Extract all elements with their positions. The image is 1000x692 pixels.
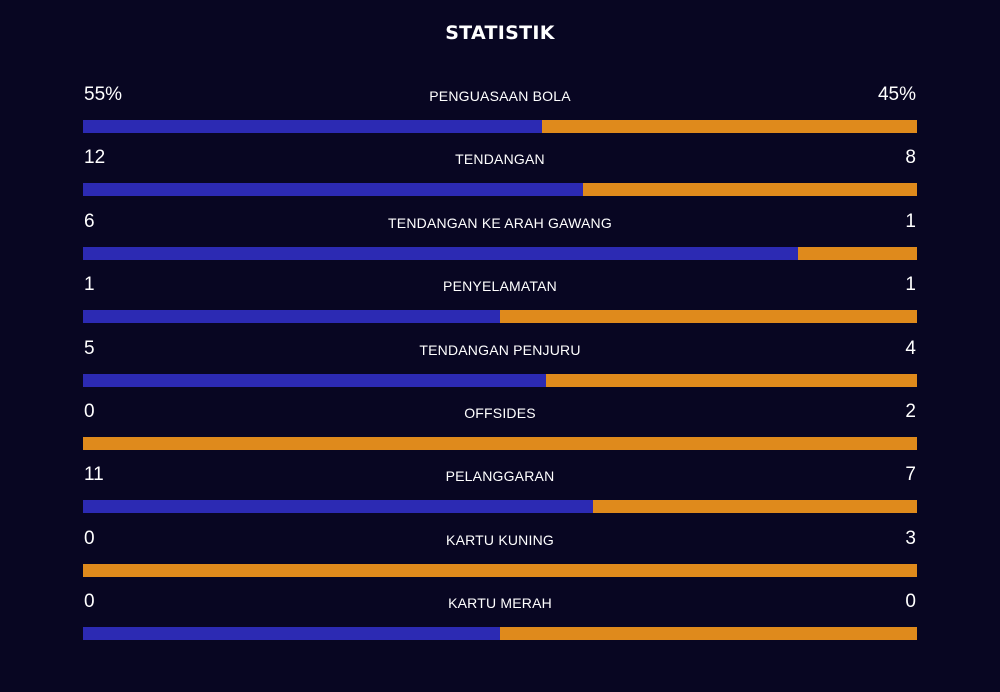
- away-bar-segment: [546, 373, 917, 387]
- home-value: 0: [84, 591, 95, 613]
- home-bar-segment: [83, 120, 542, 133]
- stat-bar: [83, 437, 917, 450]
- stat-row-tendangan-ke-arah-gawang: 6 TENDANGAN KE ARAH GAWANG 1: [83, 210, 917, 266]
- home-value: 1: [84, 274, 95, 296]
- home-value: 0: [84, 527, 95, 549]
- home-value: 6: [84, 210, 95, 232]
- chart-title: STATISTIK: [445, 22, 555, 44]
- stat-bar: [83, 627, 917, 641]
- home-value: 12: [84, 147, 106, 169]
- stat-bar: [83, 120, 917, 133]
- home-bar-segment: [83, 627, 500, 641]
- home-bar-segment: [83, 183, 583, 197]
- away-value: 4: [905, 337, 916, 359]
- home-value: 55%: [84, 84, 123, 105]
- stat-label: KARTU MERAH: [448, 595, 552, 612]
- home-bar-segment: [83, 500, 593, 514]
- stat-label: TENDANGAN PENJURU: [419, 341, 581, 358]
- stat-row-tendangan-penjuru: 5 TENDANGAN PENJURU 4: [83, 337, 917, 393]
- stat-row-penyelamatan: 1 PENYELAMATAN 1: [83, 273, 917, 329]
- home-bar-segment: [83, 310, 500, 324]
- home-value: 11: [84, 464, 104, 486]
- stat-label: TENDANGAN: [455, 151, 545, 168]
- stat-row-kartu-merah: 0 KARTU MERAH 0: [83, 590, 917, 646]
- away-value: 45%: [877, 84, 916, 105]
- home-bar-segment: [83, 246, 798, 260]
- away-value: 0: [905, 591, 916, 613]
- stat-bar: [83, 373, 917, 387]
- stat-label: PENYELAMATAN: [443, 278, 557, 295]
- away-bar-segment: [583, 183, 917, 197]
- stat-bar: [83, 500, 917, 514]
- away-bar-segment: [542, 120, 917, 133]
- stat-label: KARTU KUNING: [446, 531, 554, 548]
- stat-label: PENGUASAAN BOLA: [429, 88, 571, 104]
- away-bar-segment: [500, 310, 917, 324]
- away-value: 1: [905, 274, 916, 296]
- stat-bar: [83, 246, 917, 260]
- away-bar-segment: [83, 437, 917, 450]
- home-bar-segment: [83, 373, 546, 387]
- home-value: 5: [84, 337, 95, 359]
- stat-row-penguasaan-bola: 55% PENGUASAAN BOLA 45%: [83, 83, 917, 139]
- away-bar-segment: [798, 246, 917, 260]
- stat-row-tendangan: 12 TENDANGAN 8: [83, 146, 917, 202]
- away-bar-segment: [593, 500, 917, 514]
- stat-bar: [83, 563, 917, 577]
- home-value: 0: [84, 401, 95, 422]
- away-value: 1: [905, 210, 916, 232]
- stat-row-offsides: 0 OFFSIDES 2: [83, 400, 917, 456]
- away-value: 8: [905, 147, 916, 169]
- away-bar-segment: [500, 627, 917, 641]
- stat-label: OFFSIDES: [464, 405, 536, 421]
- away-bar-segment: [83, 563, 917, 577]
- away-value: 2: [905, 401, 916, 422]
- stat-label: TENDANGAN KE ARAH GAWANG: [388, 214, 612, 231]
- away-value: 3: [905, 527, 916, 549]
- stat-row-kartu-kuning: 0 KARTU KUNING 3: [83, 527, 917, 583]
- stat-row-pelanggaran: 11 PELANGGARAN 7: [83, 463, 917, 519]
- stat-label: PELANGGARAN: [445, 468, 555, 485]
- away-value: 7: [905, 464, 916, 486]
- stat-bar: [83, 310, 917, 324]
- stat-bar: [83, 183, 917, 197]
